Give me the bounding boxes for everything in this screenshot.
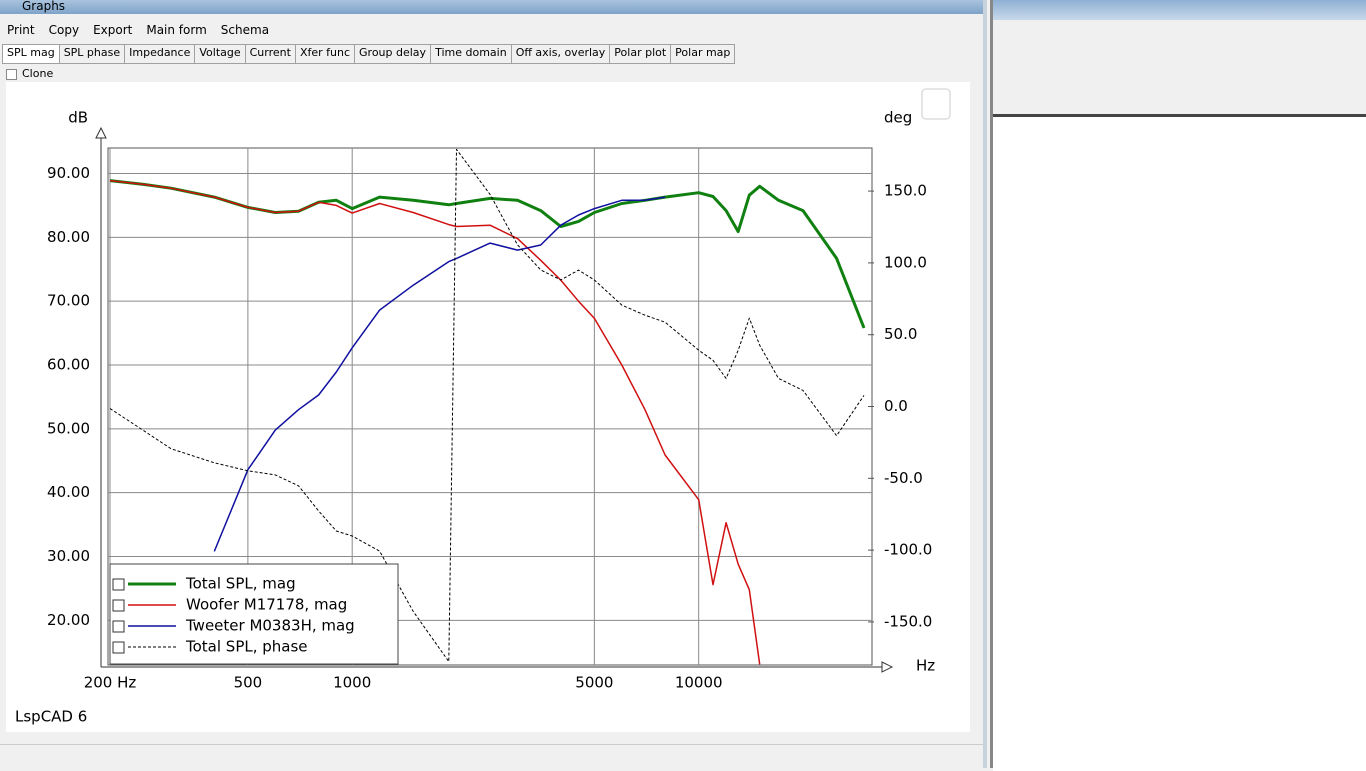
window-title: Graphs: [22, 0, 66, 13]
y2-tick-label: -50.0: [884, 469, 923, 487]
legend-checkbox: [112, 620, 125, 633]
legend-checkbox: [112, 578, 125, 591]
series-line: [213, 196, 666, 552]
menu-item[interactable]: Print: [7, 23, 35, 37]
tab[interactable]: Polar plot: [610, 44, 672, 64]
series-line: [109, 179, 761, 665]
y2-tick-label: 50.0: [884, 325, 917, 343]
footer-label: LspCAD 6: [15, 708, 87, 726]
y-tick-label: 50.00: [47, 419, 90, 437]
menu-bar: Print Copy Export Main form Schema: [0, 22, 276, 40]
x-axis-arrow: [881, 661, 894, 673]
status-bar: [0, 744, 985, 769]
x-tick-label: 10000: [675, 674, 723, 692]
tab[interactable]: Group delay: [355, 44, 432, 64]
x-tick-label: 5000: [575, 674, 613, 692]
tab[interactable]: Voltage: [195, 44, 246, 64]
checkbox-label[interactable]: Clone: [22, 67, 54, 80]
tab[interactable]: Polar map: [671, 44, 736, 64]
legend-checkbox: [112, 641, 125, 654]
tab-bar: SPL mag SPL phase Impedance Voltage Curr…: [2, 44, 736, 64]
background-title-bar: [993, 0, 1366, 20]
y-axis-arrow: [95, 126, 107, 139]
y2-tick-label: 100.0: [884, 253, 927, 271]
y-tick-label: 70.00: [47, 292, 90, 310]
window-edge: [983, 0, 987, 768]
y-tick-label: 20.00: [47, 611, 90, 629]
y-axis-label: dB: [68, 109, 88, 127]
y2-tick-label: -100.0: [884, 541, 932, 559]
legend-label: Total SPL, mag: [185, 575, 296, 593]
x-tick-label: 200 Hz: [84, 674, 137, 692]
tab[interactable]: SPL mag: [2, 44, 60, 64]
tab[interactable]: Current: [245, 44, 296, 64]
menu-item[interactable]: Schema: [220, 23, 270, 37]
y-tick-label: 30.00: [47, 547, 90, 565]
checkbox[interactable]: [6, 69, 17, 80]
legend-label: Total SPL, phase: [185, 638, 308, 656]
x-tick-label: 500: [234, 674, 263, 692]
y-tick-label: 40.00: [47, 483, 90, 501]
series-line: [109, 148, 865, 663]
chart: LspCAD 6 dB deg Hz 90.00 80.00 70.00 60.00 5…: [6, 82, 970, 732]
tab[interactable]: Impedance: [125, 44, 196, 64]
menu-item[interactable]: Export: [93, 23, 133, 37]
y2-tick-label: -150.0: [884, 612, 932, 630]
y2-tick-label: 150.0: [884, 182, 927, 200]
legend-label: Woofer M17178, mag: [186, 596, 347, 614]
background-content: [993, 114, 1366, 771]
menu-item[interactable]: Main form: [146, 23, 207, 37]
y2-tick-label: 0.0: [884, 397, 908, 415]
x-axis-label: Hz: [916, 657, 935, 675]
tab[interactable]: Time domain: [431, 44, 512, 64]
title-bar: Graphs: [0, 0, 985, 14]
legend-label: Tweeter M0383H, mag: [185, 617, 355, 635]
y-tick-label: 90.00: [47, 164, 90, 182]
y2-axis-label: deg: [884, 109, 912, 127]
tab[interactable]: Xfer func: [295, 44, 356, 64]
legend-checkbox: [112, 599, 125, 612]
tab[interactable]: SPL phase: [59, 44, 126, 64]
y-tick-label: 60.00: [47, 356, 90, 374]
menu-item[interactable]: Copy: [48, 23, 80, 37]
tab[interactable]: Off axis, overlay: [511, 44, 611, 64]
corner-button[interactable]: [921, 88, 951, 120]
x-tick-label: 1000: [333, 674, 371, 692]
y-tick-label: 80.00: [47, 228, 90, 246]
